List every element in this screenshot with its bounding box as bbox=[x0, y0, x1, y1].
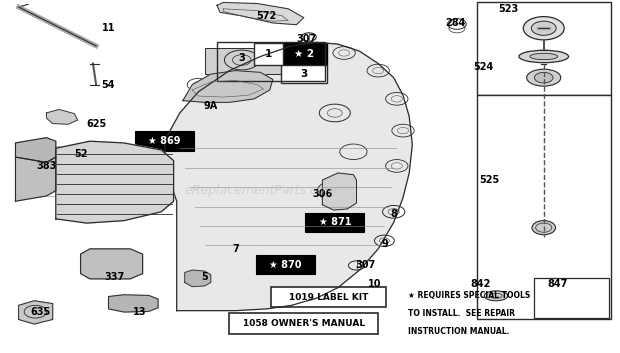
Text: TO INSTALL.  SEE REPAIR: TO INSTALL. SEE REPAIR bbox=[408, 309, 515, 318]
Text: 1019 LABEL KIT: 1019 LABEL KIT bbox=[289, 293, 368, 302]
Text: 337: 337 bbox=[105, 272, 125, 282]
Polygon shape bbox=[108, 295, 158, 312]
Bar bbox=[135, 131, 193, 151]
Polygon shape bbox=[19, 301, 53, 324]
Text: 9A: 9A bbox=[204, 101, 218, 111]
Bar bbox=[205, 48, 313, 74]
Text: 3: 3 bbox=[239, 53, 245, 63]
Polygon shape bbox=[16, 138, 56, 162]
Text: ★ 871: ★ 871 bbox=[319, 217, 351, 227]
Bar bbox=[306, 213, 365, 232]
Text: 54: 54 bbox=[102, 80, 115, 90]
Text: 10: 10 bbox=[368, 279, 382, 289]
Text: 842: 842 bbox=[471, 279, 490, 289]
Ellipse shape bbox=[527, 69, 560, 86]
Polygon shape bbox=[46, 109, 78, 124]
Polygon shape bbox=[56, 141, 174, 223]
Text: 307: 307 bbox=[297, 34, 317, 44]
Bar bbox=[534, 278, 609, 318]
Circle shape bbox=[534, 72, 553, 83]
Text: 52: 52 bbox=[74, 149, 87, 158]
Text: INSTRUCTION MANUAL.: INSTRUCTION MANUAL. bbox=[408, 327, 510, 336]
Bar bbox=[280, 65, 327, 83]
Polygon shape bbox=[185, 270, 211, 287]
Text: 524: 524 bbox=[474, 62, 494, 72]
Text: eReplacementParts.com: eReplacementParts.com bbox=[184, 184, 337, 197]
Circle shape bbox=[523, 17, 564, 40]
Text: 523: 523 bbox=[498, 4, 518, 14]
Polygon shape bbox=[164, 42, 412, 311]
Text: 383: 383 bbox=[37, 161, 56, 171]
Bar bbox=[477, 2, 611, 95]
Bar bbox=[65, 155, 161, 205]
Text: 3: 3 bbox=[300, 69, 308, 79]
Bar bbox=[217, 42, 326, 81]
Ellipse shape bbox=[529, 53, 558, 60]
Polygon shape bbox=[16, 157, 56, 201]
Polygon shape bbox=[217, 2, 304, 25]
Text: 307: 307 bbox=[356, 260, 376, 270]
Text: 572: 572 bbox=[257, 11, 277, 21]
Text: ★ 2: ★ 2 bbox=[294, 49, 314, 59]
Text: 525: 525 bbox=[480, 175, 500, 185]
Polygon shape bbox=[322, 173, 356, 210]
Circle shape bbox=[531, 21, 556, 35]
Text: 7: 7 bbox=[232, 244, 239, 254]
Ellipse shape bbox=[519, 50, 569, 63]
Text: 306: 306 bbox=[312, 189, 332, 199]
Text: 1: 1 bbox=[265, 49, 272, 59]
Text: ★ 869: ★ 869 bbox=[148, 136, 180, 146]
Bar bbox=[272, 287, 386, 307]
Bar bbox=[229, 313, 378, 334]
Text: ★ 870: ★ 870 bbox=[269, 260, 301, 270]
Polygon shape bbox=[81, 249, 143, 279]
Text: 5: 5 bbox=[202, 272, 208, 282]
Bar bbox=[280, 43, 327, 65]
Text: 625: 625 bbox=[86, 119, 106, 128]
Text: 1058 OWNER'S MANUAL: 1058 OWNER'S MANUAL bbox=[243, 319, 365, 328]
Text: 9: 9 bbox=[381, 239, 388, 249]
Text: 8: 8 bbox=[390, 209, 397, 219]
Bar bbox=[256, 255, 315, 275]
Text: 847: 847 bbox=[548, 279, 568, 289]
Polygon shape bbox=[183, 71, 273, 102]
Text: 284: 284 bbox=[446, 18, 466, 28]
Bar bbox=[477, 95, 611, 319]
Bar bbox=[254, 43, 283, 65]
Text: 635: 635 bbox=[30, 307, 50, 317]
Text: ★ REQUIRES SPECIAL TOOLS: ★ REQUIRES SPECIAL TOOLS bbox=[408, 291, 530, 300]
Text: 13: 13 bbox=[133, 307, 146, 317]
Text: 11: 11 bbox=[102, 23, 115, 33]
Ellipse shape bbox=[484, 291, 508, 301]
Ellipse shape bbox=[532, 221, 556, 235]
